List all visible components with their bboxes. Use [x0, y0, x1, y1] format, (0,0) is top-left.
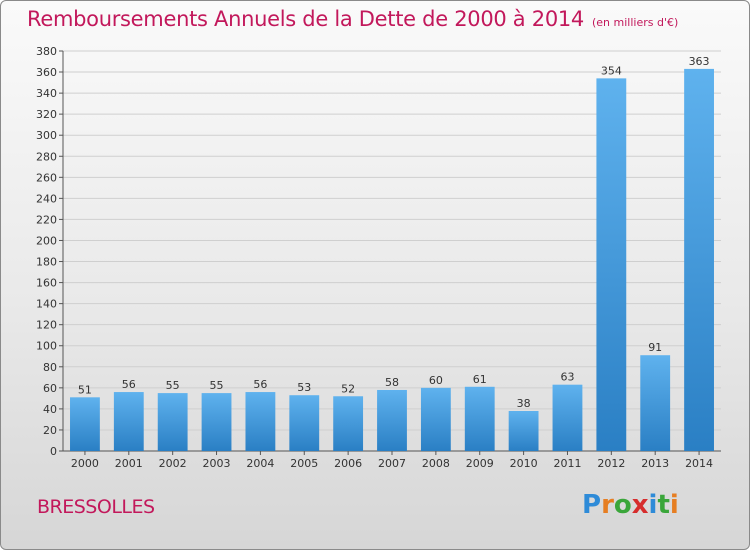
- x-tick-label-2006: 2006: [334, 457, 362, 470]
- value-label-2006: 52: [341, 382, 355, 395]
- y-tick-label: 220: [36, 213, 57, 226]
- x-tick-label-2014: 2014: [685, 457, 713, 470]
- logo-letter: o: [613, 490, 632, 520]
- x-tick-label-2010: 2010: [510, 457, 538, 470]
- y-tick-label: 0: [50, 445, 57, 458]
- y-tick-label: 360: [36, 66, 57, 79]
- y-tick-label: 100: [36, 340, 57, 353]
- y-tick-label: 40: [43, 403, 57, 416]
- value-label-2008: 60: [429, 374, 443, 387]
- commune-name: BRESSOLLES: [37, 496, 155, 518]
- bar-2001: [113, 392, 144, 451]
- x-tick-label-2012: 2012: [597, 457, 625, 470]
- bar-2013: [640, 355, 671, 451]
- chart-unit: (en milliers d'€): [592, 16, 679, 29]
- logo-letter: t: [657, 490, 670, 520]
- x-tick-label-2003: 2003: [203, 457, 231, 470]
- logo-letter: x: [631, 490, 649, 520]
- bar-2012: [596, 78, 627, 452]
- value-label-2000: 51: [78, 383, 92, 396]
- bar-2006: [333, 396, 364, 451]
- x-tick-label-2000: 2000: [71, 457, 99, 470]
- bar-2011: [552, 384, 583, 451]
- y-tick-label: 260: [36, 171, 57, 184]
- bar-2008: [420, 387, 451, 451]
- x-tick-label-2013: 2013: [641, 457, 669, 470]
- value-label-2014: 363: [689, 55, 710, 68]
- bar-2007: [377, 389, 407, 451]
- value-label-2003: 55: [210, 379, 224, 392]
- x-tick-label-2008: 2008: [422, 457, 450, 470]
- logo-letter: r: [601, 490, 614, 520]
- y-tick-label: 140: [36, 298, 57, 311]
- x-tick-label-2002: 2002: [159, 457, 187, 470]
- chart-title-text: Remboursements Annuels de la Dette de 20…: [27, 7, 584, 31]
- bar-2004: [245, 392, 276, 451]
- value-label-2005: 53: [297, 381, 311, 394]
- value-label-2010: 38: [517, 397, 531, 410]
- proxiti-logo: Proxiti: [582, 490, 679, 520]
- logo-letter: i: [648, 490, 658, 520]
- x-tick-label-2004: 2004: [246, 457, 274, 470]
- value-label-2011: 63: [560, 371, 574, 384]
- y-tick-label: 320: [36, 108, 57, 121]
- logo-letter: i: [669, 490, 679, 520]
- value-label-2004: 56: [253, 378, 267, 391]
- y-tick-label: 160: [36, 277, 57, 290]
- value-label-2001: 56: [122, 378, 136, 391]
- x-tick-label-2005: 2005: [290, 457, 318, 470]
- chart-title: Remboursements Annuels de la Dette de 20…: [27, 7, 678, 31]
- bar-2005: [289, 395, 320, 451]
- bar-2014: [684, 68, 714, 451]
- value-label-2007: 58: [385, 376, 399, 389]
- y-tick-label: 200: [36, 234, 57, 247]
- logo-letter: P: [582, 490, 602, 520]
- value-label-2013: 91: [648, 341, 662, 354]
- y-tick-label: 300: [36, 129, 57, 142]
- y-tick-label: 280: [36, 150, 57, 163]
- x-tick-label-2007: 2007: [378, 457, 406, 470]
- y-tick-label: 240: [36, 192, 57, 205]
- y-tick-label: 20: [43, 424, 57, 437]
- x-tick-label-2001: 2001: [115, 457, 143, 470]
- y-tick-label: 380: [36, 45, 57, 58]
- y-tick-label: 120: [36, 319, 57, 332]
- value-label-2009: 61: [473, 373, 487, 386]
- y-tick-label: 60: [43, 382, 57, 395]
- bar-2002: [157, 393, 188, 451]
- bar-2000: [70, 397, 100, 451]
- y-tick-label: 340: [36, 87, 57, 100]
- value-label-2002: 55: [166, 379, 180, 392]
- y-tick-label: 180: [36, 256, 57, 269]
- bar-2010: [508, 411, 539, 451]
- bar-2009: [464, 386, 495, 451]
- y-tick-label: 80: [43, 361, 57, 374]
- bar-2003: [201, 393, 232, 451]
- x-tick-label-2009: 2009: [466, 457, 494, 470]
- x-tick-label-2011: 2011: [553, 457, 581, 470]
- value-label-2012: 354: [601, 64, 622, 77]
